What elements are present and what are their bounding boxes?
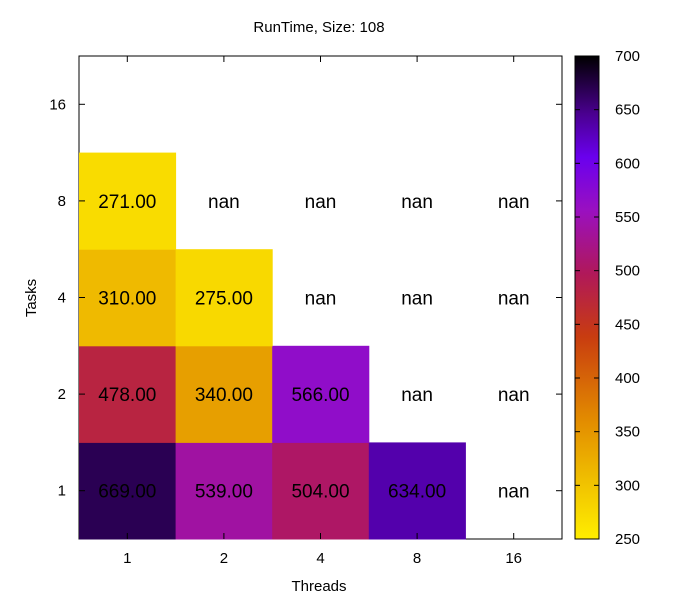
heatmap-cell <box>175 442 273 540</box>
cell-value-label: nan <box>305 289 337 310</box>
x-axis-label: Threads <box>291 578 346 595</box>
x-tick-label: 2 <box>220 550 228 567</box>
cell-value-label: 539.00 <box>195 482 253 503</box>
heatmap-cell <box>79 442 177 540</box>
cell-value-label: 310.00 <box>98 289 156 310</box>
cell-value-label: nan <box>498 482 530 503</box>
x-tick-label: 16 <box>505 550 522 567</box>
heatmap-cell <box>79 152 177 250</box>
y-tick-label: 2 <box>58 386 66 403</box>
colorbar <box>574 55 600 540</box>
y-tick-label: 1 <box>58 483 66 500</box>
heatmap-cell <box>272 345 370 443</box>
y-tick-label: 4 <box>58 290 66 307</box>
heatmap-cell <box>175 249 273 347</box>
colorbar-tick-label: 300 <box>615 477 640 494</box>
cell-labels: 669.00 539.00 504.00 634.00 nan 478.00 340.00 5… <box>98 192 529 503</box>
cell-value-label: 340.00 <box>195 385 253 406</box>
heatmap-cell <box>272 442 370 540</box>
colorbar-tick-label: 350 <box>615 424 640 441</box>
x-tick-label: 1 <box>123 550 131 567</box>
heatmap-cell <box>79 249 177 347</box>
colorbar-tick-label: 450 <box>615 316 640 333</box>
cell-value-label: 275.00 <box>195 289 253 310</box>
y-axis-label: Tasks <box>23 279 40 317</box>
y-tick-label: 8 <box>58 193 66 210</box>
colorbar-tick-label: 700 <box>615 48 640 65</box>
cell-value-label: nan <box>498 289 530 310</box>
x-tick-label: 8 <box>413 550 421 567</box>
cell-value-label: 634.00 <box>388 482 446 503</box>
chart-title: RunTime, Size: 108 <box>253 19 384 36</box>
colorbar-tick-label: 250 <box>615 531 640 548</box>
cell-value-label: nan <box>401 385 433 406</box>
cell-value-label: 504.00 <box>291 482 349 503</box>
x-tick-label: 4 <box>316 550 324 567</box>
x-axis-ticks: 1 2 4 8 16 <box>123 56 522 567</box>
cell-value-label: 271.00 <box>98 192 156 213</box>
colorbar-tick-label: 500 <box>615 263 640 280</box>
cell-value-label: 566.00 <box>291 385 349 406</box>
cell-value-label: nan <box>208 192 240 213</box>
colorbar-tick-label: 400 <box>615 370 640 387</box>
cell-value-label: nan <box>498 192 530 213</box>
heatmap-cell <box>368 442 466 540</box>
y-axis-ticks: 1 2 4 8 16 <box>49 96 562 500</box>
cell-value-label: nan <box>305 192 337 213</box>
heatmap-cells <box>79 152 466 540</box>
colorbar-ticks: 250 300 350 400 450 500 550 600 650 700 <box>575 48 640 548</box>
cell-value-label: 669.00 <box>98 482 156 503</box>
y-tick-label: 16 <box>49 96 66 113</box>
cell-value-label: nan <box>498 385 530 406</box>
heatmap-cell <box>79 345 177 443</box>
cell-value-label: nan <box>401 192 433 213</box>
colorbar-tick-label: 650 <box>615 102 640 119</box>
colorbar-tick-label: 600 <box>615 155 640 172</box>
cell-value-label: nan <box>401 289 433 310</box>
heatmap-cell <box>175 345 273 443</box>
colorbar-tick-label: 550 <box>615 209 640 226</box>
cell-value-label: 478.00 <box>98 385 156 406</box>
